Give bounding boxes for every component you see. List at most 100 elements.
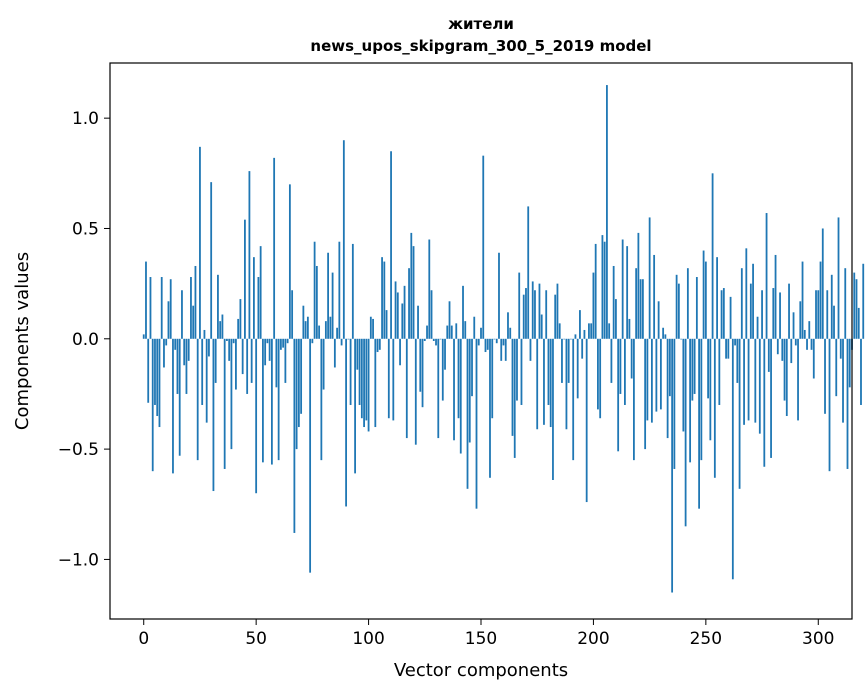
bar: [444, 338, 446, 370]
bar: [594, 243, 597, 339]
bar: [196, 338, 199, 461]
bar: [700, 338, 703, 461]
bar: [428, 239, 431, 339]
bar: [300, 338, 303, 414]
x-tick-label: 100: [352, 629, 384, 649]
bar: [214, 338, 217, 383]
bar: [630, 338, 633, 379]
bar: [857, 307, 860, 339]
bar: [738, 338, 741, 489]
bar: [821, 228, 824, 339]
bar: [835, 338, 838, 397]
bar: [747, 338, 750, 421]
bar: [183, 338, 186, 366]
bar: [711, 173, 714, 339]
bar: [837, 217, 840, 339]
bar: [500, 338, 503, 361]
bar: [826, 290, 829, 339]
bar: [320, 338, 323, 461]
bar: [174, 338, 177, 350]
bar: [621, 239, 624, 339]
bar: [340, 338, 343, 346]
bar: [513, 338, 516, 458]
bar: [329, 316, 332, 339]
bar: [585, 338, 588, 503]
bar: [208, 338, 210, 357]
bar: [790, 338, 793, 364]
bar: [477, 338, 480, 346]
bar: [754, 338, 757, 423]
bar: [574, 334, 577, 339]
bar: [394, 281, 397, 339]
bar: [226, 338, 228, 341]
bar: [615, 299, 617, 339]
bar: [583, 329, 586, 339]
bar: [668, 338, 671, 397]
bar: [579, 310, 581, 339]
bar: [527, 206, 530, 339]
bar: [498, 252, 500, 339]
bar: [262, 338, 264, 463]
bar: [489, 338, 491, 478]
bar: [223, 338, 226, 469]
bar: [522, 294, 525, 339]
bar: [156, 338, 159, 417]
bar: [511, 338, 514, 436]
bar: [702, 250, 705, 339]
bar: [437, 338, 440, 439]
bar: [367, 338, 370, 432]
bar: [405, 338, 408, 439]
bar: [718, 338, 721, 405]
bar: [219, 321, 222, 339]
bar: [803, 329, 806, 339]
bar: [686, 268, 689, 339]
bar: [288, 184, 291, 339]
bar: [646, 338, 649, 421]
bar: [776, 338, 779, 355]
bar: [603, 241, 606, 339]
bar: [302, 305, 305, 339]
bar: [313, 241, 316, 339]
bar: [801, 261, 804, 339]
chart-subtitle: news_upos_skipgram_300_5_2019 model: [310, 37, 651, 55]
bar: [628, 318, 631, 339]
bar: [817, 290, 820, 339]
y-tick-label: 0.5: [72, 219, 99, 239]
bar: [677, 283, 680, 339]
bar: [812, 338, 815, 379]
bar: [453, 338, 455, 441]
bar: [194, 265, 197, 339]
bar: [275, 338, 278, 388]
bar: [794, 338, 797, 346]
bar: [846, 338, 849, 469]
bar: [401, 303, 404, 339]
bar: [378, 338, 381, 350]
bar: [806, 338, 808, 350]
bar: [698, 338, 700, 509]
bar: [185, 338, 188, 394]
bar: [333, 338, 336, 368]
bar: [785, 338, 788, 417]
bar: [554, 294, 557, 339]
bar: [644, 338, 647, 450]
bar: [830, 274, 833, 339]
bar: [507, 312, 509, 339]
bar: [244, 219, 246, 339]
bar: [576, 338, 579, 399]
bar: [745, 248, 748, 339]
bar: [722, 288, 725, 339]
bar: [682, 338, 685, 432]
bar: [187, 338, 190, 361]
bar: [815, 290, 817, 339]
bar: [149, 277, 152, 339]
bar: [752, 263, 754, 339]
bar: [419, 338, 422, 392]
x-axis-label: Vector components: [394, 660, 568, 681]
bar: [713, 338, 716, 478]
bar: [729, 296, 732, 339]
bar: [408, 268, 410, 339]
x-tick-label: 50: [245, 629, 267, 649]
bar: [369, 316, 372, 339]
y-tick-label: −1.0: [58, 550, 99, 570]
bar: [581, 338, 584, 359]
